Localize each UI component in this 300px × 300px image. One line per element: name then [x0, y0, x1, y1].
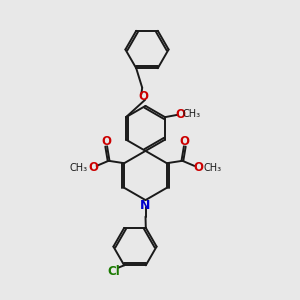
Text: Cl: Cl	[107, 265, 120, 278]
Text: O: O	[139, 90, 149, 103]
Text: O: O	[180, 135, 190, 148]
Text: N: N	[140, 199, 151, 212]
Text: CH₃: CH₃	[183, 109, 201, 119]
Text: O: O	[193, 161, 203, 174]
Text: O: O	[88, 161, 98, 174]
Text: CH₃: CH₃	[203, 163, 221, 173]
Text: O: O	[175, 108, 185, 121]
Text: O: O	[101, 135, 111, 148]
Text: CH₃: CH₃	[70, 163, 88, 173]
